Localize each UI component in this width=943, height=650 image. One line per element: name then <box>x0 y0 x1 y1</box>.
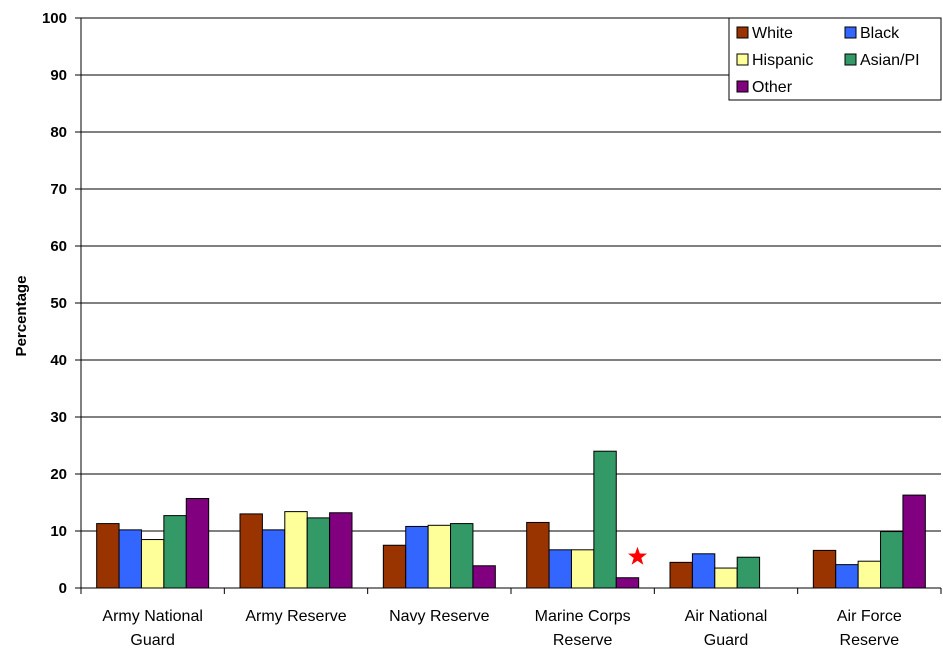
y-tick-label: 20 <box>50 466 67 483</box>
bar-hispanic-1 <box>284 511 308 589</box>
bars <box>96 450 926 589</box>
y-tick-label: 60 <box>50 238 67 255</box>
bar-white-0 <box>96 523 120 589</box>
bar-other-0 <box>185 498 210 589</box>
legend-label: Asian/PI <box>860 52 920 69</box>
bar-black-2 <box>405 525 429 589</box>
legend-label: Hispanic <box>752 52 813 69</box>
annotations <box>628 546 647 565</box>
y-tick-label: 100 <box>42 10 67 27</box>
x-category-label: Air Force <box>837 608 902 625</box>
bar-black-0 <box>118 529 142 589</box>
legend-swatch <box>844 53 857 66</box>
x-category-label: Air National <box>685 608 768 625</box>
y-tick-label: 0 <box>59 580 67 597</box>
y-tick-label: 10 <box>50 523 67 540</box>
bar-other-1 <box>329 512 353 589</box>
legend-swatch <box>736 26 749 39</box>
legend-box <box>728 17 942 101</box>
y-tick-labels: 0 10 20 30 40 50 60 70 80 90 100 <box>42 10 67 597</box>
bar-white-4 <box>669 561 693 589</box>
y-tick-label: 40 <box>50 352 67 369</box>
legend: White Black Hispanic Asian/PI Other <box>728 17 942 101</box>
y-tick-label: 30 <box>50 409 67 426</box>
bar-black-3 <box>548 549 572 589</box>
bar-asianpi-1 <box>306 517 331 589</box>
x-category-label: Reserve <box>840 632 900 649</box>
bar-asianpi-4 <box>736 556 761 589</box>
bar-asianpi-3 <box>593 450 617 589</box>
bar-white-2 <box>382 544 407 589</box>
legend-swatch <box>736 53 749 66</box>
x-category-label: Guard <box>130 632 174 649</box>
y-axis-label: Percentage <box>13 276 30 357</box>
bar-asianpi-0 <box>163 515 187 589</box>
y-tick-label: 90 <box>50 67 67 84</box>
star-marker <box>628 546 647 565</box>
legend-swatch <box>736 80 749 93</box>
legend-swatch <box>844 26 857 39</box>
x-category-labels: Army National Guard Army Reserve Navy Reser… <box>102 608 901 649</box>
x-category-label: Army National <box>102 608 202 625</box>
y-tick-label: 70 <box>50 181 67 198</box>
x-category-label: Guard <box>704 632 748 649</box>
bar-black-1 <box>261 529 286 589</box>
x-category-label: Reserve <box>553 632 613 649</box>
bar-asianpi-2 <box>450 523 474 589</box>
bar-hispanic-0 <box>140 539 165 589</box>
y-tick-label: 50 <box>50 295 67 312</box>
x-category-label: Navy Reserve <box>389 608 490 625</box>
bar-white-1 <box>239 513 263 589</box>
x-category-label: Army Reserve <box>245 608 346 625</box>
bar-hispanic-4 <box>714 567 738 589</box>
bar-white-3 <box>526 521 550 589</box>
bar-asianpi-5 <box>880 531 904 589</box>
bar-other-5 <box>902 494 926 589</box>
bar-black-4 <box>691 553 716 589</box>
legend-label: White <box>752 25 793 42</box>
y-tick-label: 80 <box>50 124 67 141</box>
axes <box>75 17 942 594</box>
bar-hispanic-2 <box>427 524 452 589</box>
bar-other-3 <box>615 577 640 589</box>
bar-other-2 <box>472 565 496 589</box>
bar-hispanic-3 <box>570 549 595 589</box>
legend-label: Black <box>860 25 900 42</box>
legend-label: Other <box>752 79 793 96</box>
x-category-label: Marine Corps <box>535 608 631 625</box>
bar-white-5 <box>812 549 837 589</box>
bar-hispanic-5 <box>857 560 882 589</box>
bar-black-5 <box>835 564 859 589</box>
